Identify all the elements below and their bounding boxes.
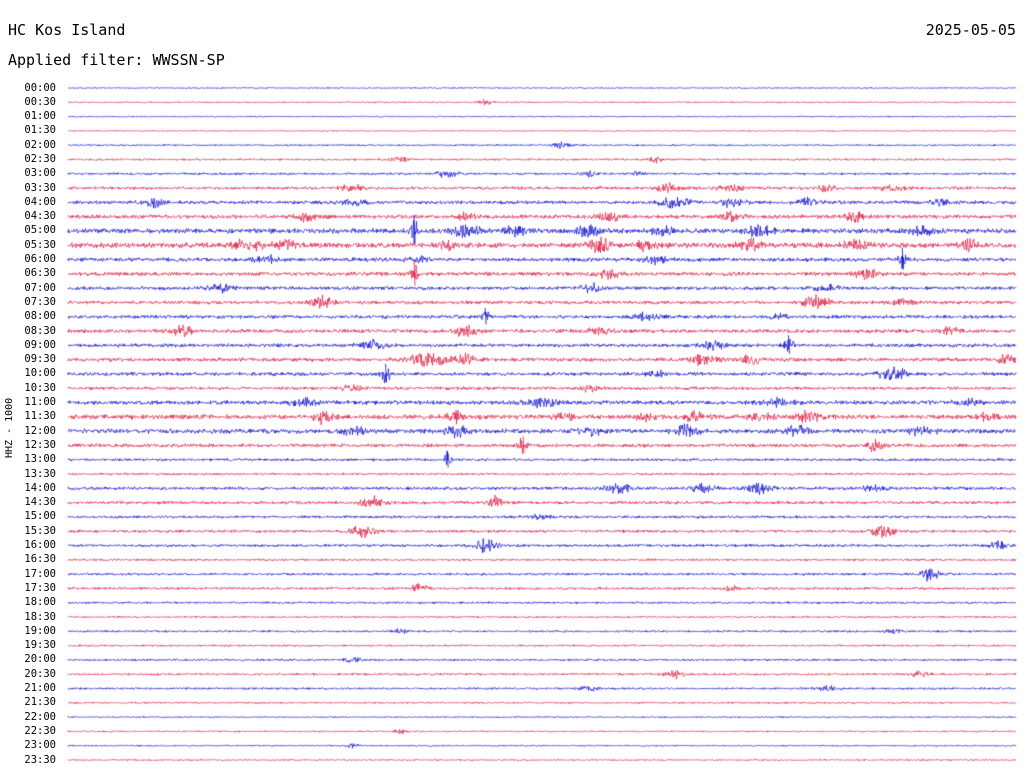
time-label: 08:00 xyxy=(24,310,56,323)
time-label: 09:30 xyxy=(24,353,56,366)
time-label: 03:30 xyxy=(24,181,56,194)
time-label: 08:30 xyxy=(24,324,56,337)
time-label: 11:30 xyxy=(24,410,56,423)
time-label: 17:30 xyxy=(24,581,56,594)
date-label: 2025-05-05 xyxy=(925,21,1016,39)
time-label: 04:00 xyxy=(24,195,56,208)
time-label: 22:00 xyxy=(24,710,56,723)
time-label: 14:00 xyxy=(24,481,56,494)
filter-label: Applied filter: WWSSN-SP xyxy=(8,51,225,69)
time-label: 16:30 xyxy=(24,553,56,566)
time-label: 12:00 xyxy=(24,424,56,437)
time-label: 10:00 xyxy=(24,367,56,380)
time-label: 19:30 xyxy=(24,639,56,652)
station-title: HC Kos Island xyxy=(8,21,126,39)
time-label: 12:30 xyxy=(24,438,56,451)
time-label: 00:30 xyxy=(24,95,56,108)
time-axis: 00:00 00:30 01:00 01:30 02:00 02:30 03:00 03:30… xyxy=(0,0,62,780)
time-label: 18:30 xyxy=(24,610,56,623)
time-label: 06:30 xyxy=(24,267,56,280)
time-label: 11:00 xyxy=(24,396,56,409)
time-label: 05:30 xyxy=(24,238,56,251)
time-label: 23:30 xyxy=(24,753,56,766)
time-label: 16:00 xyxy=(24,539,56,552)
time-label: 21:30 xyxy=(24,696,56,709)
time-label: 14:30 xyxy=(24,496,56,509)
time-label: 23:00 xyxy=(24,739,56,752)
time-label: 20:00 xyxy=(24,653,56,666)
time-label: 00:00 xyxy=(24,81,56,94)
time-label: 02:00 xyxy=(24,138,56,151)
time-label: 01:30 xyxy=(24,124,56,137)
time-label: 04:30 xyxy=(24,210,56,223)
time-label: 15:30 xyxy=(24,524,56,537)
time-label: 05:00 xyxy=(24,224,56,237)
time-label: 02:30 xyxy=(24,152,56,165)
time-label: 17:00 xyxy=(24,567,56,580)
time-label: 13:30 xyxy=(24,467,56,480)
time-label: 21:00 xyxy=(24,682,56,694)
time-label: 03:00 xyxy=(24,167,56,180)
time-label: 07:00 xyxy=(24,281,56,294)
time-label: 01:00 xyxy=(24,110,56,123)
time-label: 13:00 xyxy=(24,453,56,466)
time-label: 07:30 xyxy=(24,295,56,308)
time-label: 06:00 xyxy=(24,253,56,266)
time-label: 19:00 xyxy=(24,624,56,637)
time-label: 10:30 xyxy=(24,381,56,394)
time-label: 22:30 xyxy=(24,724,56,737)
time-label: 20:30 xyxy=(24,667,56,680)
time-label: 18:00 xyxy=(24,596,56,609)
time-label: 09:00 xyxy=(24,338,56,351)
time-label: 15:00 xyxy=(24,510,56,523)
